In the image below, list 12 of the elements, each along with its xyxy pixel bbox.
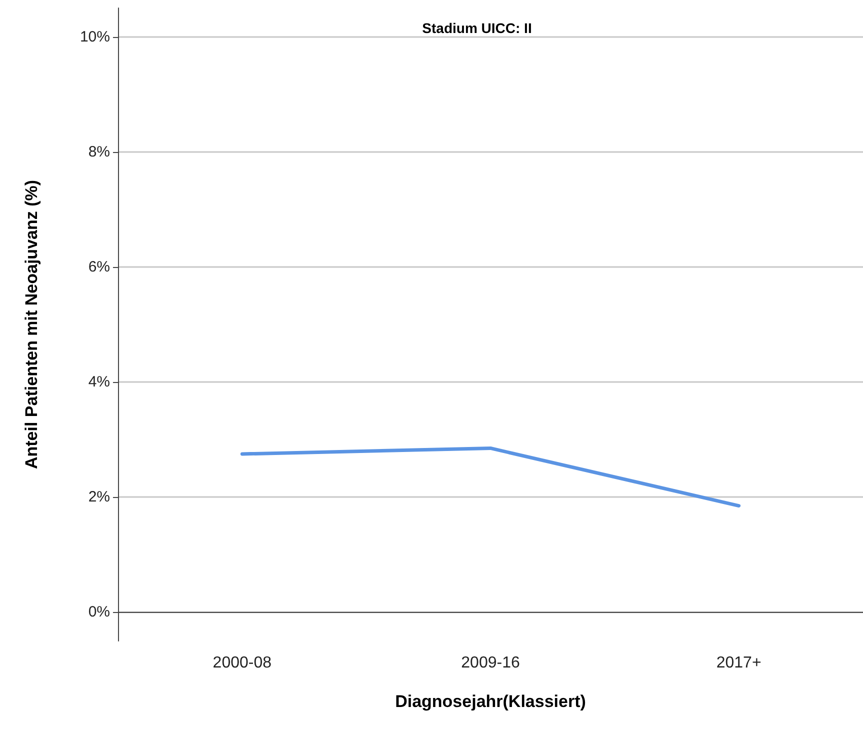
- y-axis-title: Anteil Patienten mit Neoajuvanz (%): [22, 180, 41, 470]
- x-tick-label: 2017+: [716, 654, 762, 672]
- x-tick-label: 2009-16: [461, 654, 520, 672]
- y-tick-label: 4%: [88, 374, 110, 391]
- y-tick-label: 2%: [88, 488, 110, 506]
- y-tick-label: 6%: [88, 258, 110, 276]
- y-tick-label: 8%: [88, 143, 110, 160]
- x-axis-title: Diagnosejahr(Klassiert): [395, 692, 586, 711]
- x-tick-label: 2000-08: [212, 654, 272, 672]
- y-tick-label: 0%: [88, 604, 110, 621]
- y-tick-label: 10%: [80, 28, 110, 46]
- text: Stadium UICC: II: [422, 20, 532, 36]
